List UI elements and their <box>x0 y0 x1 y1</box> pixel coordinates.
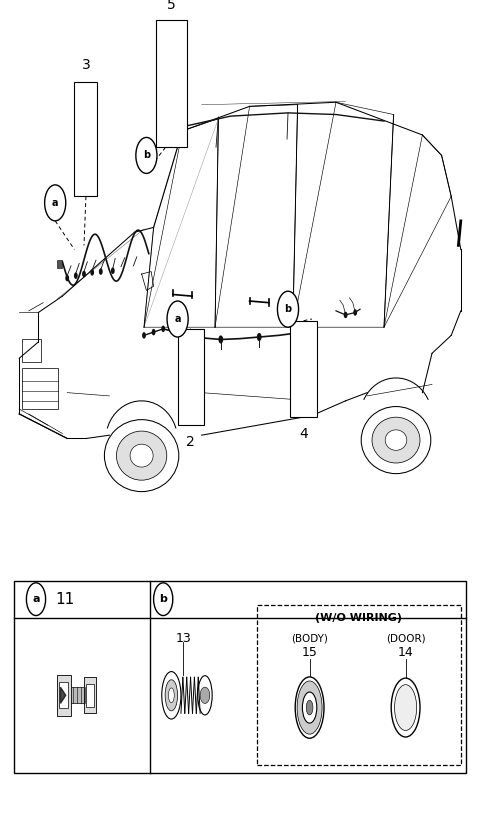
Circle shape <box>200 687 210 703</box>
Text: 13: 13 <box>176 632 191 645</box>
Text: 2: 2 <box>186 435 195 449</box>
Ellipse shape <box>395 685 417 730</box>
Bar <box>156 20 187 147</box>
Text: 5: 5 <box>167 0 176 12</box>
Text: b: b <box>285 304 291 314</box>
Circle shape <box>45 185 66 221</box>
Ellipse shape <box>297 681 322 735</box>
Ellipse shape <box>306 700 313 715</box>
Bar <box>290 321 317 417</box>
Text: (DOOR): (DOOR) <box>386 633 425 643</box>
Ellipse shape <box>168 688 174 703</box>
Ellipse shape <box>130 444 153 467</box>
Bar <box>74 82 97 196</box>
Circle shape <box>26 582 46 615</box>
Ellipse shape <box>391 678 420 737</box>
Text: (BODY): (BODY) <box>291 633 328 643</box>
Text: 15: 15 <box>301 646 318 659</box>
Ellipse shape <box>385 430 407 450</box>
Bar <box>71 687 84 703</box>
Text: b: b <box>159 594 167 605</box>
Text: a: a <box>52 198 59 208</box>
Circle shape <box>161 326 165 332</box>
Circle shape <box>180 330 185 338</box>
Text: a: a <box>174 314 181 324</box>
Circle shape <box>218 335 223 344</box>
Circle shape <box>277 291 299 327</box>
Circle shape <box>167 301 188 337</box>
Bar <box>257 605 461 765</box>
Bar <box>57 260 62 268</box>
Circle shape <box>353 309 357 316</box>
Ellipse shape <box>295 677 324 738</box>
Ellipse shape <box>104 420 179 492</box>
Circle shape <box>136 137 157 173</box>
Ellipse shape <box>116 431 167 480</box>
Circle shape <box>180 124 184 130</box>
Bar <box>86 684 94 707</box>
Text: (W/O WIRING): (W/O WIRING) <box>315 614 402 623</box>
Circle shape <box>99 268 103 275</box>
Ellipse shape <box>165 680 178 711</box>
Text: a: a <box>32 594 40 605</box>
Polygon shape <box>60 687 66 703</box>
Circle shape <box>257 333 262 341</box>
Text: b: b <box>143 151 150 160</box>
Circle shape <box>344 312 348 318</box>
Circle shape <box>74 272 78 279</box>
Text: 14: 14 <box>398 646 413 659</box>
Ellipse shape <box>302 692 317 723</box>
Bar <box>178 329 204 425</box>
Circle shape <box>65 275 69 281</box>
Ellipse shape <box>198 676 212 715</box>
Circle shape <box>142 332 146 339</box>
Text: 4: 4 <box>299 427 308 441</box>
Ellipse shape <box>372 417 420 463</box>
Ellipse shape <box>162 672 181 719</box>
Bar <box>22 339 41 362</box>
Circle shape <box>90 269 94 276</box>
Bar <box>84 677 96 713</box>
Bar <box>59 682 68 708</box>
Bar <box>22 368 58 409</box>
Bar <box>57 675 71 716</box>
Circle shape <box>295 329 300 337</box>
Bar <box>14 581 466 773</box>
Text: 3: 3 <box>82 58 90 72</box>
Circle shape <box>152 329 156 335</box>
Text: 11: 11 <box>55 591 74 607</box>
Circle shape <box>154 582 173 615</box>
Circle shape <box>111 267 115 274</box>
Ellipse shape <box>361 407 431 474</box>
Circle shape <box>82 271 86 277</box>
